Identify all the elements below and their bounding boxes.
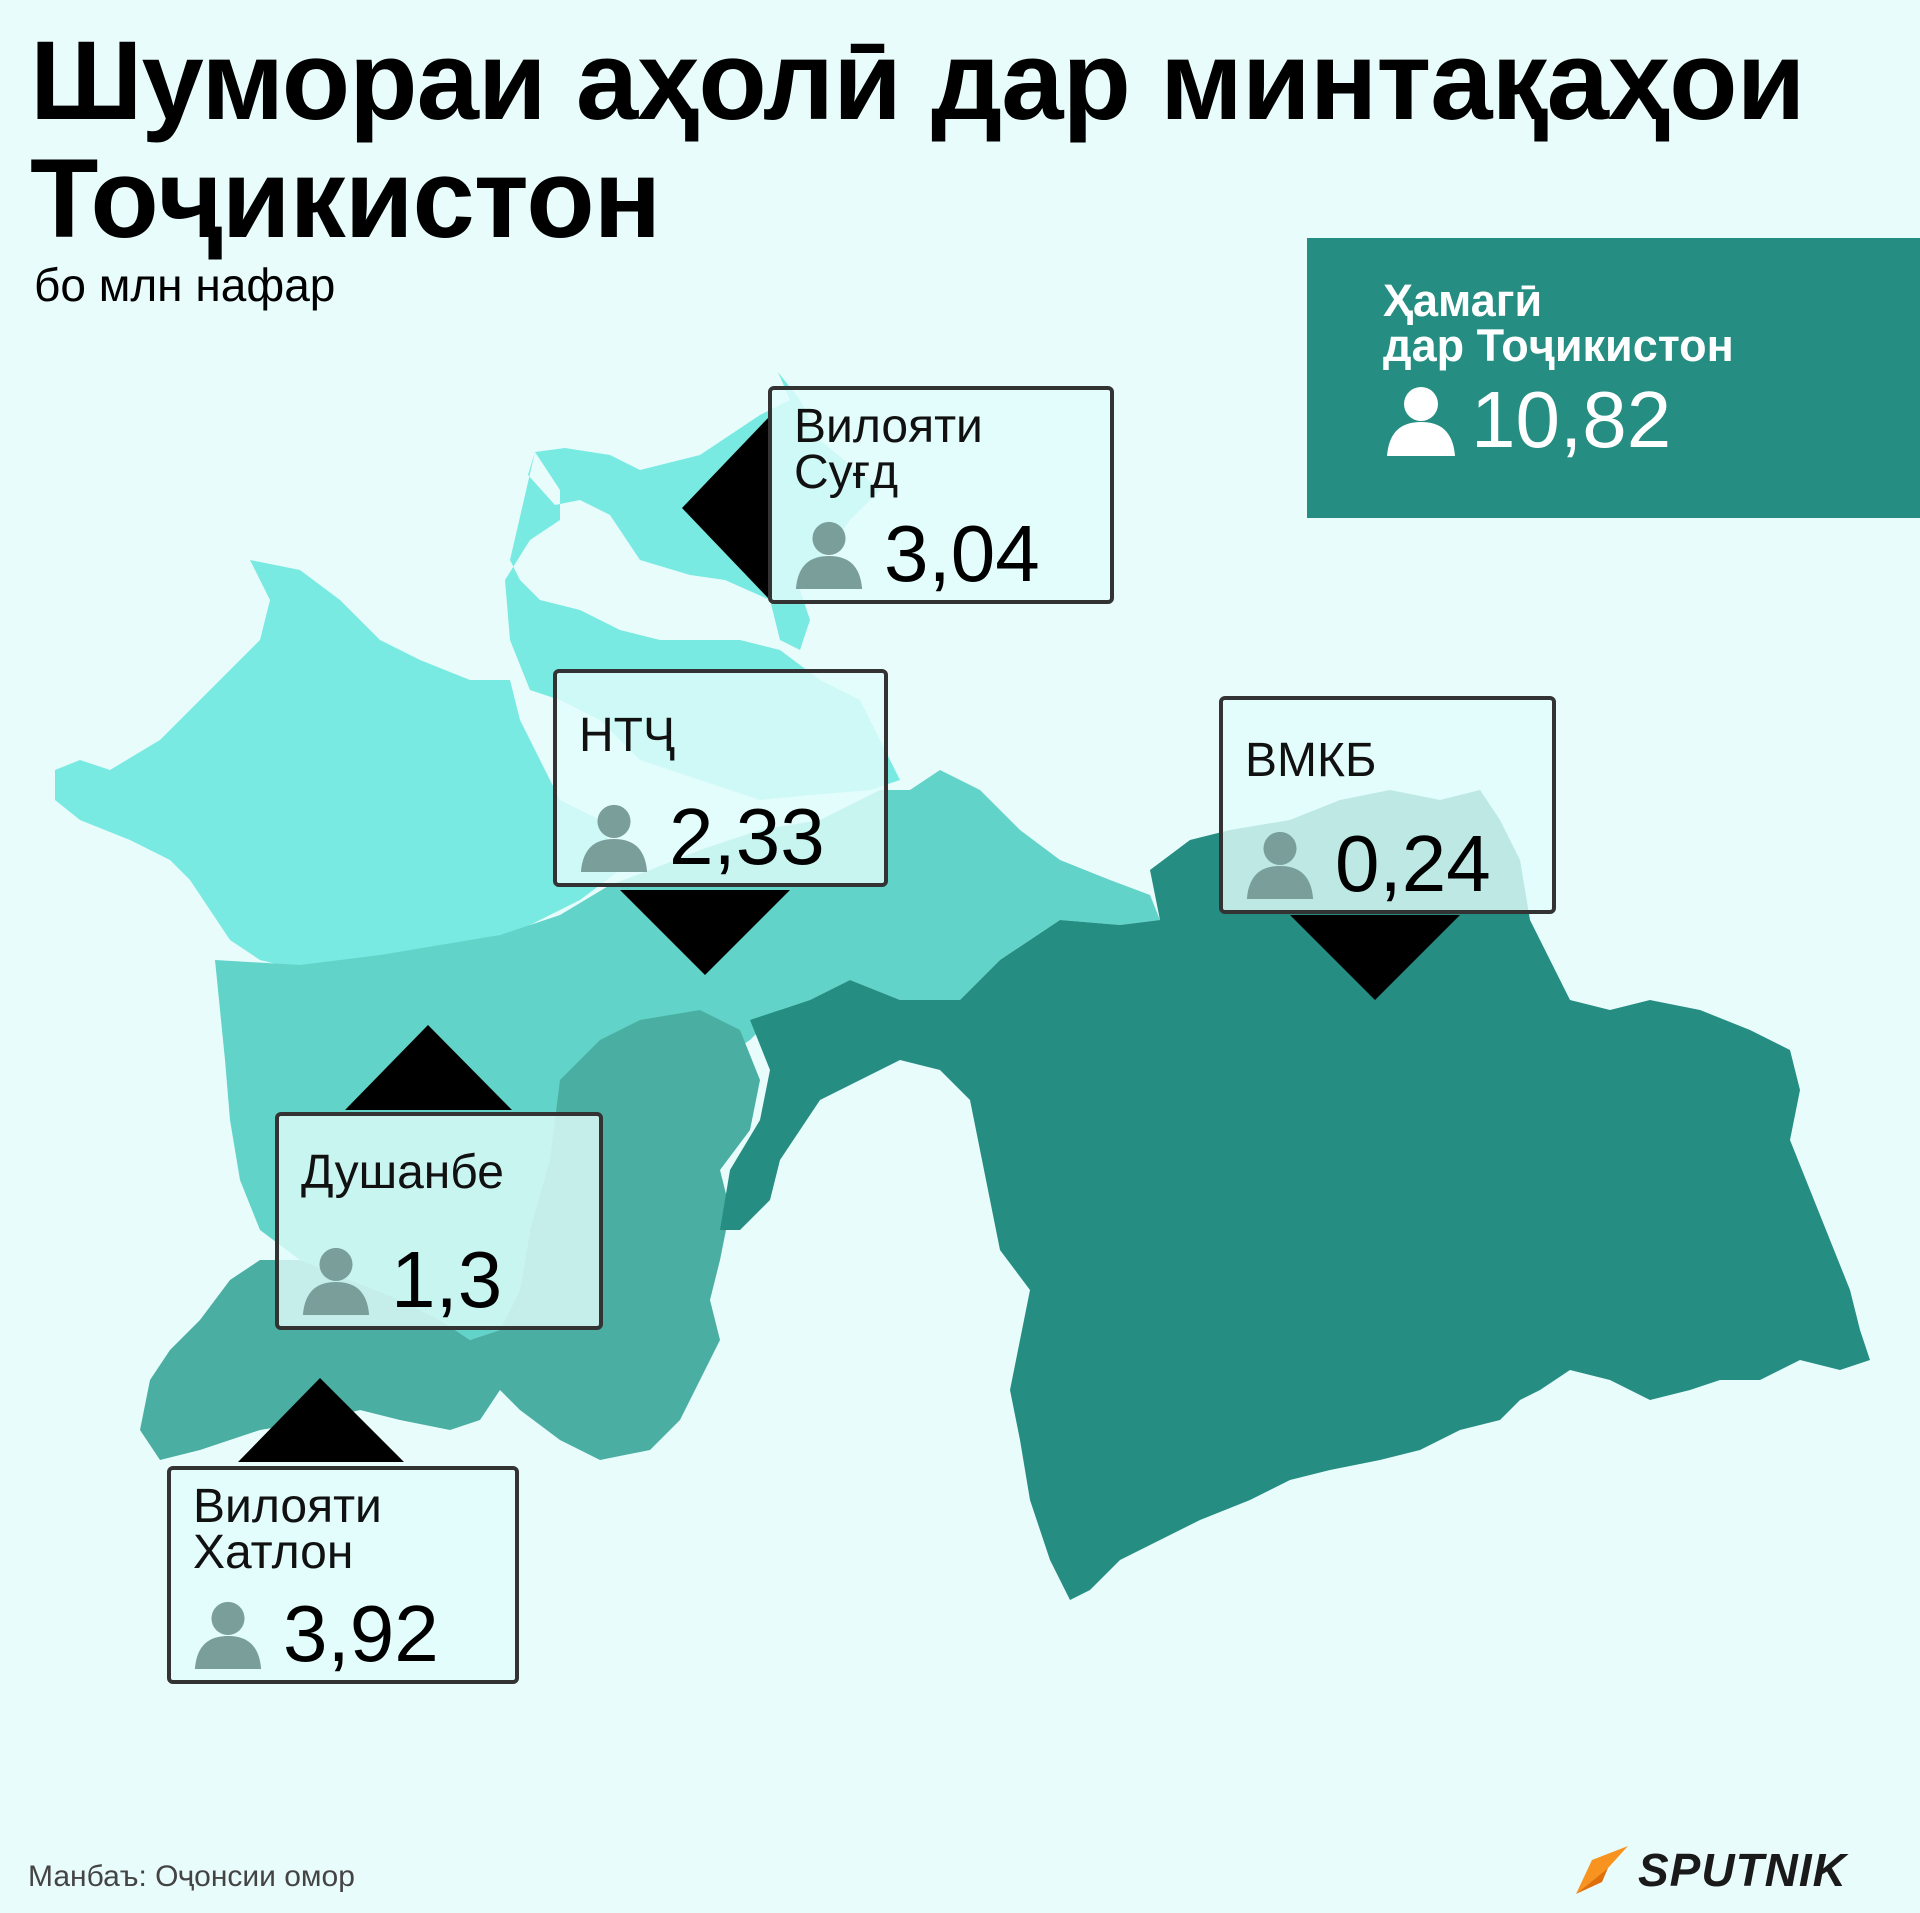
total-value-row: 10,82: [1383, 380, 1671, 460]
callout-khatlon-name-line2: Хатлон: [193, 1526, 354, 1579]
total-label: Ҳамагӣ дар Тоҷикистон: [1383, 278, 1734, 368]
total-label-line2: дар Тоҷикистон: [1383, 320, 1734, 371]
person-icon: [1387, 387, 1455, 456]
region-khatlon-shape: [140, 1010, 760, 1460]
callout-khatlon: Вилояти Хатлон 3,92: [167, 1466, 519, 1684]
callout-sughd-name-line1: Вилояти: [794, 400, 983, 453]
pointer-sughd: [682, 418, 768, 598]
source-note: Манбаъ: Оҷонсии омор: [28, 1860, 355, 1893]
callout-dushanbe-value-row: 1,3: [299, 1240, 502, 1320]
person-icon: [194, 1601, 262, 1670]
callout-dushanbe-value: 1,3: [391, 1235, 503, 1324]
region-vmkb-shape: [720, 790, 1870, 1600]
person-icon: [580, 804, 648, 873]
callout-khatlon-value: 3,92: [283, 1589, 439, 1678]
pointer-vmkb: [1290, 915, 1460, 1000]
callout-sughd: Вилояти Суғд 3,04: [768, 386, 1114, 604]
callout-sughd-value: 3,04: [884, 509, 1040, 598]
total-value: 10,82: [1471, 375, 1672, 464]
callout-khatlon-value-row: 3,92: [191, 1594, 439, 1674]
total-label-line1: Ҳамагӣ: [1383, 275, 1543, 326]
person-icon: [302, 1247, 370, 1316]
callout-ntch-value-row: 2,33: [577, 797, 825, 877]
callout-sughd-value-row: 3,04: [792, 514, 1040, 594]
callout-sughd-name-line2: Суғд: [794, 446, 899, 499]
pointer-ntch: [620, 890, 790, 975]
total-box: Ҳамагӣ дар Тоҷикистон 10,82: [1307, 238, 1920, 518]
sputnik-logo: SPUTNIK: [1572, 1842, 1847, 1898]
callout-dushanbe-name: Душанбе: [301, 1146, 504, 1199]
pointer-khatlon: [238, 1378, 404, 1462]
pointer-dushanbe: [345, 1025, 512, 1110]
callout-sughd-name: Вилояти Суғд: [794, 400, 983, 499]
page-subtitle: бо млн нафар: [34, 259, 336, 311]
person-icon: [1246, 831, 1314, 900]
region-sughd-shape: [55, 372, 900, 970]
callout-vmkb: ВМКБ 0,24: [1219, 696, 1556, 914]
callout-vmkb-name: ВМКБ: [1245, 734, 1377, 787]
callout-ntch-name: НТҶ: [579, 709, 675, 762]
callout-ntch-value: 2,33: [669, 792, 825, 881]
callout-vmkb-value-row: 0,24: [1243, 824, 1491, 904]
callout-ntch: НТҶ 2,33: [553, 669, 888, 887]
page-title: Шумораи аҳолӣ дар минтақаҳои Тоҷикистон: [30, 18, 1805, 261]
sputnik-logo-icon: [1576, 1846, 1628, 1894]
callout-khatlon-name-line1: Вилояти: [193, 1480, 382, 1533]
callout-khatlon-name: Вилояти Хатлон: [193, 1480, 382, 1579]
callout-dushanbe: Душанбе 1,3: [275, 1112, 603, 1330]
person-icon: [795, 521, 863, 590]
callout-vmkb-value: 0,24: [1335, 819, 1491, 908]
sputnik-logo-text: SPUTNIK: [1638, 1844, 1847, 1896]
